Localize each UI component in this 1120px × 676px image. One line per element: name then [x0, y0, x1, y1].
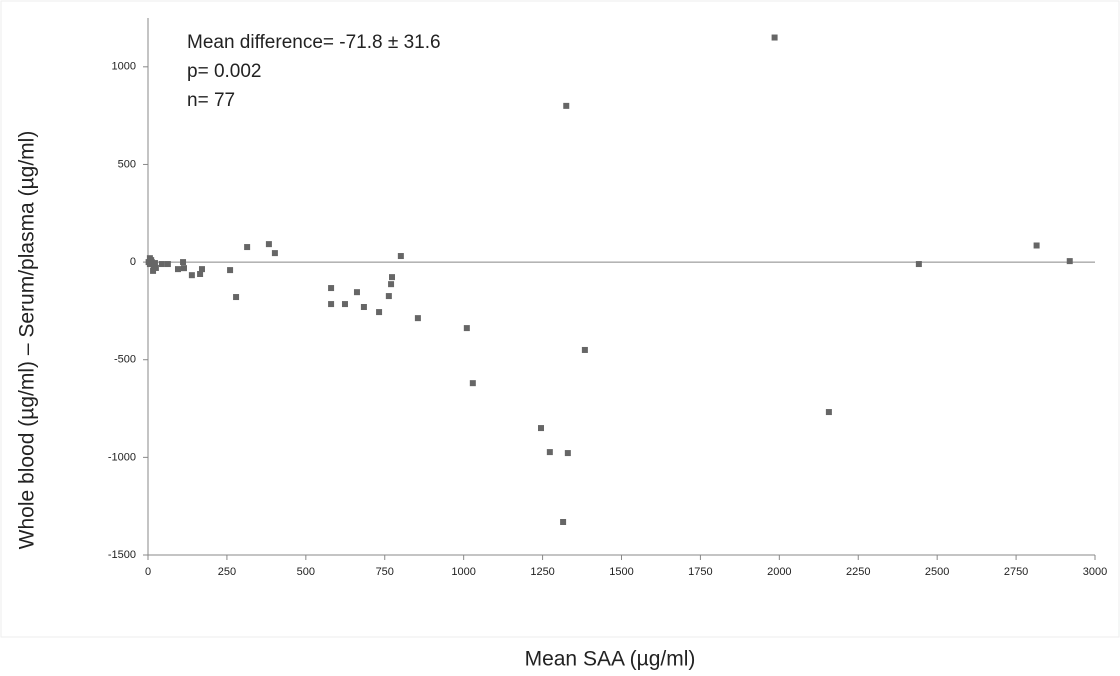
point: [265, 241, 272, 248]
annotation: n= 77: [187, 90, 235, 111]
point: [174, 266, 181, 273]
point: [915, 261, 922, 268]
x-tick-label: 3000: [1083, 566, 1107, 578]
point: [180, 265, 187, 272]
x-tick-label: 2500: [925, 566, 949, 578]
x-tick-label: 0: [145, 566, 151, 578]
x-tick-label: 250: [218, 566, 236, 578]
point: [389, 274, 396, 281]
point: [151, 260, 158, 267]
point: [1033, 242, 1040, 249]
y-tick-label: -500: [114, 354, 136, 366]
y-tick-label: 0: [130, 256, 136, 268]
point: [227, 267, 234, 274]
point: [538, 425, 545, 432]
point: [564, 450, 571, 457]
point: [188, 272, 195, 279]
point: [376, 309, 383, 316]
point: [244, 244, 251, 251]
point: [341, 301, 348, 308]
x-tick-label: 500: [297, 566, 315, 578]
point: [158, 261, 165, 268]
point: [546, 449, 553, 456]
point: [469, 380, 476, 387]
point: [388, 281, 395, 288]
x-tick-label: 1500: [609, 566, 633, 578]
point: [360, 304, 367, 311]
point: [463, 325, 470, 332]
point: [197, 271, 204, 278]
annotation: p= 0.002: [187, 61, 262, 82]
y-tick-label: -1000: [108, 451, 136, 463]
x-tick-label: 2000: [767, 566, 791, 578]
point: [328, 285, 335, 292]
y-tick-label: 500: [118, 158, 136, 170]
x-tick-label: 2750: [1004, 566, 1028, 578]
point: [581, 346, 588, 353]
x-tick-label: 1750: [688, 566, 712, 578]
point: [563, 102, 570, 109]
x-tick-label: 750: [376, 566, 394, 578]
x-tick-label: 1250: [530, 566, 554, 578]
point: [198, 266, 205, 273]
point: [233, 294, 240, 301]
point: [771, 34, 778, 41]
point: [385, 293, 392, 300]
point: [328, 301, 335, 308]
y-tick-label: -1500: [108, 549, 136, 561]
annotation: Mean difference= -71.8 ± 31.6: [187, 32, 441, 53]
point: [825, 409, 832, 416]
point: [180, 259, 187, 266]
point: [1066, 258, 1073, 265]
y-axis-title: Whole blood (µg/ml) – Serum/plasma (µg/m…: [16, 131, 39, 550]
point: [560, 518, 567, 525]
point: [152, 264, 159, 271]
point: [353, 289, 360, 296]
point: [414, 315, 421, 322]
y-tick-label: 1000: [112, 61, 136, 73]
point: [397, 253, 404, 260]
chart-frame: [0, 0, 1120, 638]
x-tick-label: 1000: [451, 566, 475, 578]
point: [164, 261, 171, 268]
x-tick-label: 2250: [846, 566, 870, 578]
point: [148, 257, 155, 264]
x-axis-title: Mean SAA (µg/ml): [525, 648, 696, 671]
point: [271, 250, 278, 257]
